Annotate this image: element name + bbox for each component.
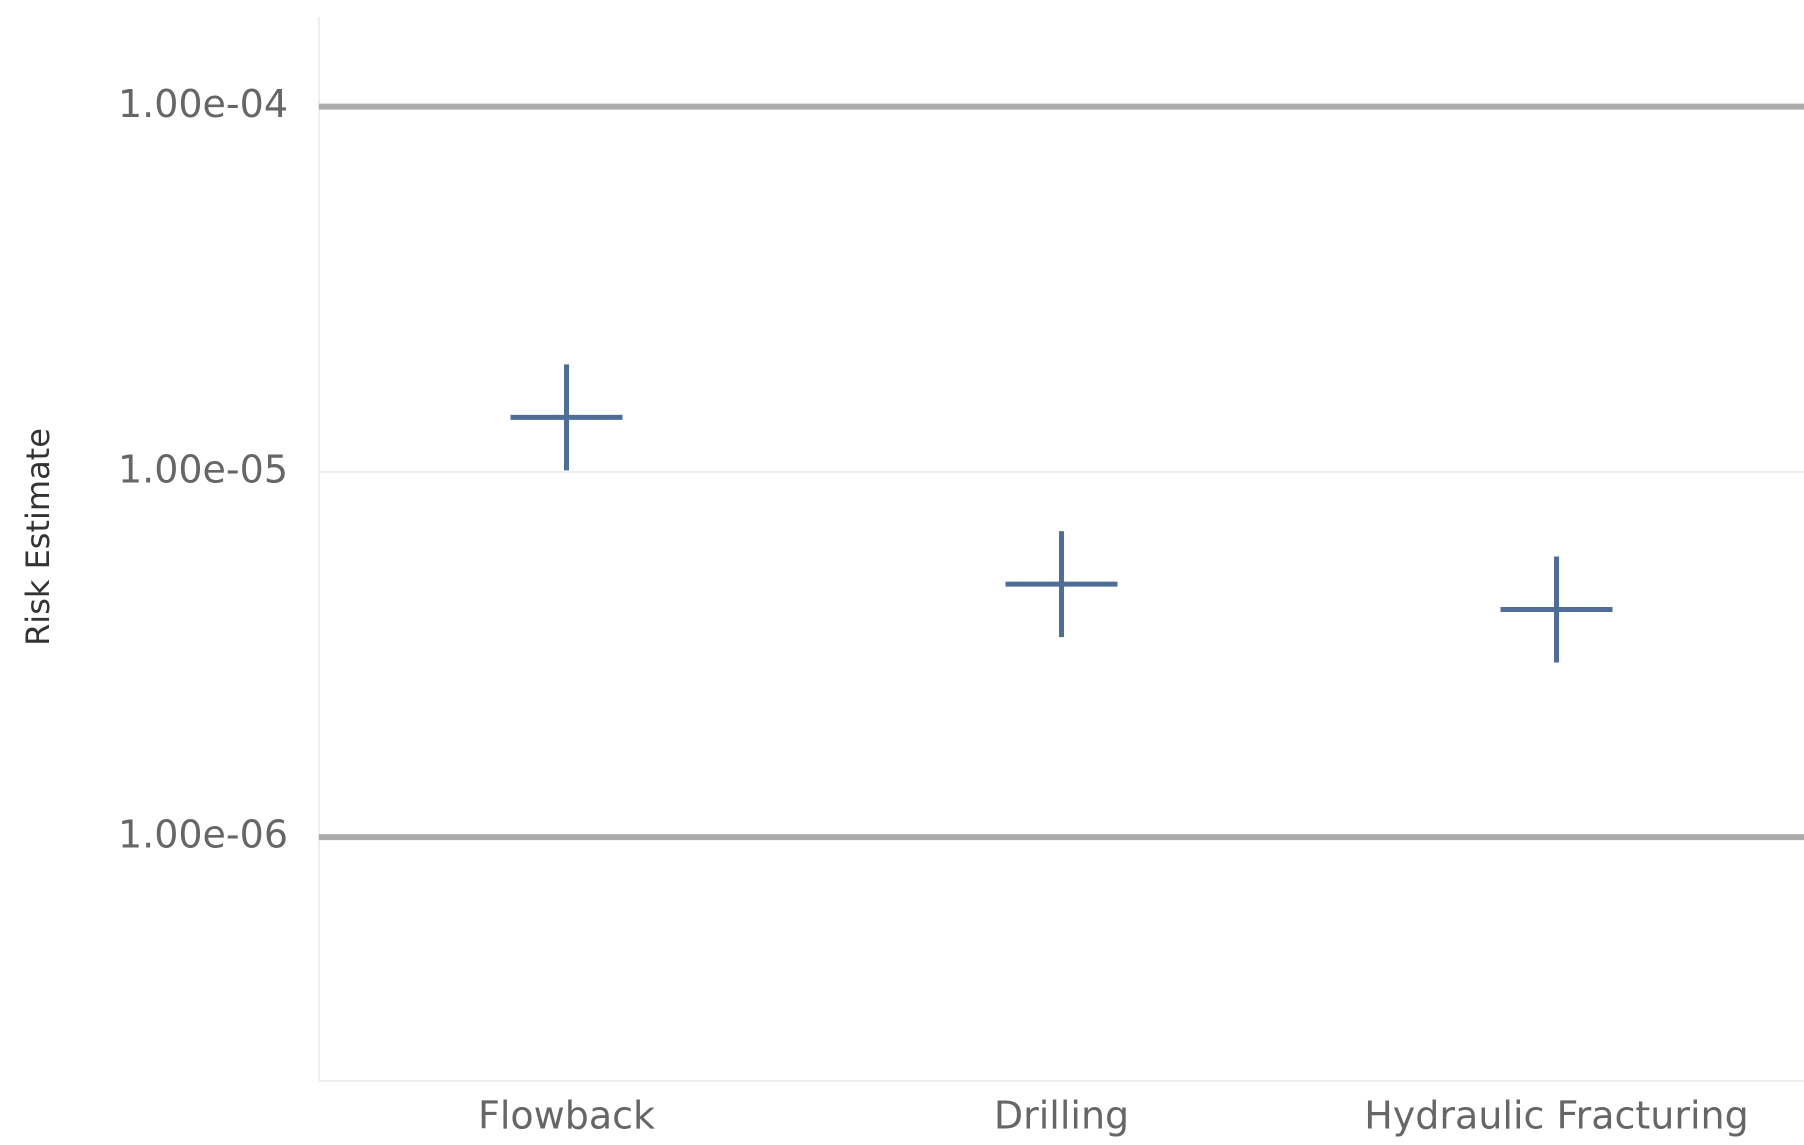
point xyxy=(1500,556,1613,663)
point xyxy=(1005,531,1118,638)
y-tick-label: 1.00e-04 xyxy=(118,82,288,126)
x-tick-label: Drilling xyxy=(994,1094,1129,1138)
y-tick-label: 1.00e-06 xyxy=(118,813,288,857)
y-axis-title: Risk Estimate xyxy=(19,428,57,646)
x-tick-label: Hydraulic Fracturing xyxy=(1364,1094,1749,1138)
point xyxy=(510,364,623,471)
y-tick-label: 1.00e-05 xyxy=(118,447,288,491)
x-tick-label: Flowback xyxy=(478,1094,655,1138)
